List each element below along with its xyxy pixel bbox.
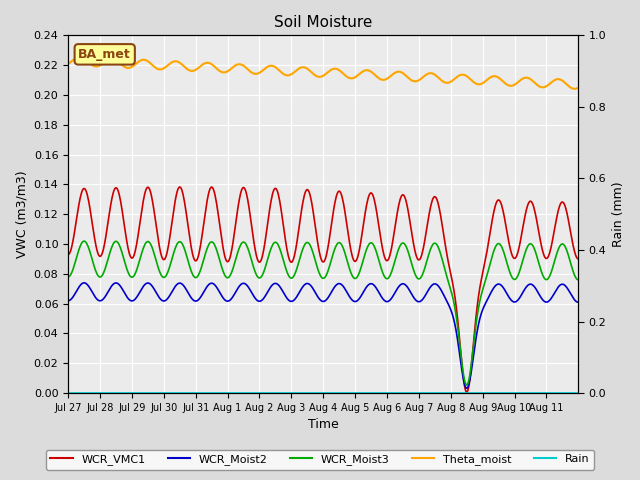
- Text: BA_met: BA_met: [78, 48, 131, 61]
- Legend: WCR_VMC1, WCR_Moist2, WCR_Moist3, Theta_moist, Rain: WCR_VMC1, WCR_Moist2, WCR_Moist3, Theta_…: [46, 450, 594, 469]
- X-axis label: Time: Time: [308, 419, 339, 432]
- Y-axis label: VWC (m3/m3): VWC (m3/m3): [15, 170, 28, 258]
- Y-axis label: Rain (mm): Rain (mm): [612, 181, 625, 247]
- Title: Soil Moisture: Soil Moisture: [274, 15, 372, 30]
